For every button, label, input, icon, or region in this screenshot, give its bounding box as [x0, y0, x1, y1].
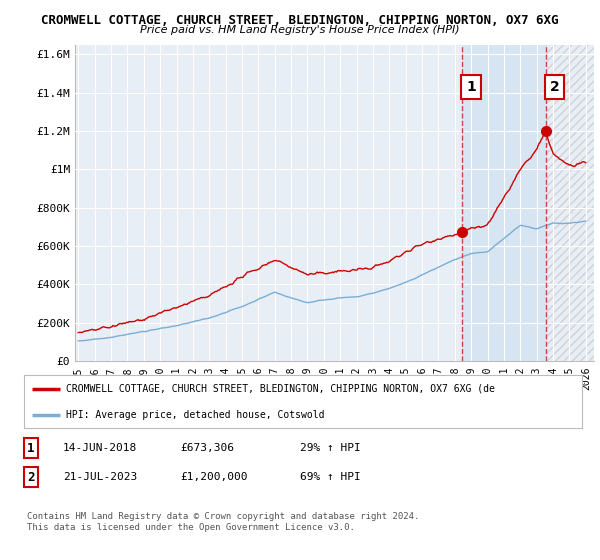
Text: 29% ↑ HPI: 29% ↑ HPI — [300, 443, 361, 453]
Bar — [462, 45, 545, 361]
Text: Price paid vs. HM Land Registry's House Price Index (HPI): Price paid vs. HM Land Registry's House … — [140, 25, 460, 35]
Bar — [545, 45, 594, 361]
Bar — [545, 45, 594, 361]
Text: 1: 1 — [466, 80, 476, 94]
Text: 2: 2 — [27, 470, 35, 484]
Text: 2: 2 — [550, 80, 559, 94]
Text: 69% ↑ HPI: 69% ↑ HPI — [300, 472, 361, 482]
Text: 14-JUN-2018: 14-JUN-2018 — [63, 443, 137, 453]
Text: £1,200,000: £1,200,000 — [180, 472, 248, 482]
Text: 1: 1 — [27, 441, 35, 455]
Text: Contains HM Land Registry data © Crown copyright and database right 2024.
This d: Contains HM Land Registry data © Crown c… — [27, 512, 419, 532]
Text: CROMWELL COTTAGE, CHURCH STREET, BLEDINGTON, CHIPPING NORTON, OX7 6XG (de: CROMWELL COTTAGE, CHURCH STREET, BLEDING… — [66, 384, 495, 394]
Text: CROMWELL COTTAGE, CHURCH STREET, BLEDINGTON, CHIPPING NORTON, OX7 6XG: CROMWELL COTTAGE, CHURCH STREET, BLEDING… — [41, 14, 559, 27]
Text: HPI: Average price, detached house, Cotswold: HPI: Average price, detached house, Cots… — [66, 410, 325, 420]
Text: £673,306: £673,306 — [180, 443, 234, 453]
Text: 21-JUL-2023: 21-JUL-2023 — [63, 472, 137, 482]
